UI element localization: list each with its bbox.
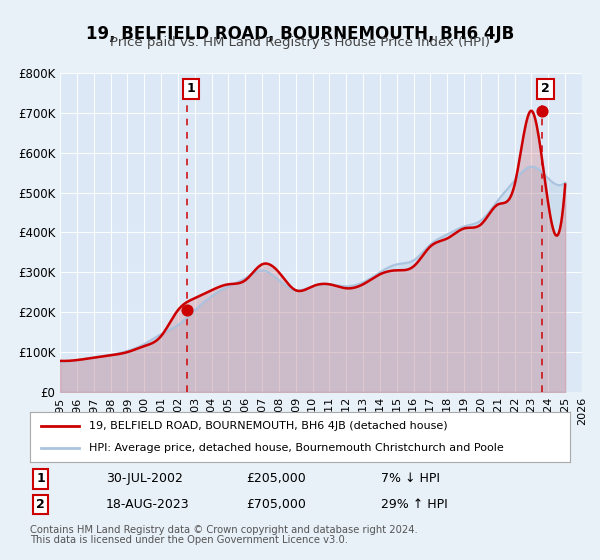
Text: Contains HM Land Registry data © Crown copyright and database right 2024.: Contains HM Land Registry data © Crown c… <box>30 525 418 535</box>
Text: 2: 2 <box>37 498 45 511</box>
Text: 1: 1 <box>37 473 45 486</box>
Text: 30-JUL-2002: 30-JUL-2002 <box>106 473 182 486</box>
Text: 1: 1 <box>187 82 195 95</box>
Text: 18-AUG-2023: 18-AUG-2023 <box>106 498 189 511</box>
Text: 2: 2 <box>541 82 550 95</box>
Text: 29% ↑ HPI: 29% ↑ HPI <box>381 498 448 511</box>
Text: This data is licensed under the Open Government Licence v3.0.: This data is licensed under the Open Gov… <box>30 535 348 545</box>
Text: Price paid vs. HM Land Registry's House Price Index (HPI): Price paid vs. HM Land Registry's House … <box>110 36 490 49</box>
Text: £205,000: £205,000 <box>246 473 306 486</box>
Text: 7% ↓ HPI: 7% ↓ HPI <box>381 473 440 486</box>
Text: HPI: Average price, detached house, Bournemouth Christchurch and Poole: HPI: Average price, detached house, Bour… <box>89 443 504 453</box>
Point <box>537 106 547 115</box>
Point <box>182 306 192 315</box>
Text: 19, BELFIELD ROAD, BOURNEMOUTH, BH6 4JB: 19, BELFIELD ROAD, BOURNEMOUTH, BH6 4JB <box>86 25 514 43</box>
Text: 19, BELFIELD ROAD, BOURNEMOUTH, BH6 4JB (detached house): 19, BELFIELD ROAD, BOURNEMOUTH, BH6 4JB … <box>89 421 448 431</box>
Text: £705,000: £705,000 <box>246 498 306 511</box>
